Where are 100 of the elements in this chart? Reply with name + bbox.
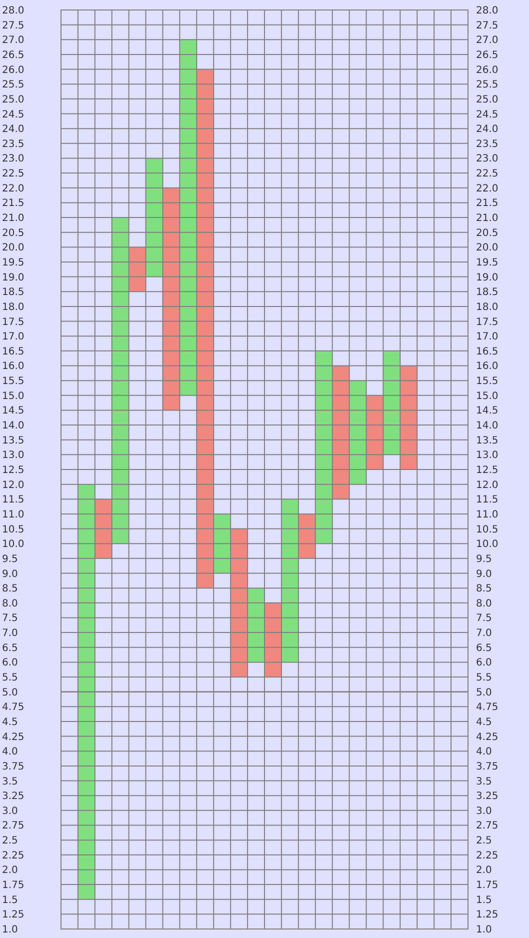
y-tick-label: 26.0	[2, 64, 24, 76]
y2-tick-label: 14.5	[476, 406, 498, 417]
y2-tick-label: 18.0	[476, 302, 498, 313]
y-tick-label: 7.5	[2, 613, 18, 624]
y2-tick-label: 25.5	[476, 80, 498, 91]
y2-tick-label: 20.5	[476, 228, 498, 239]
y-tick-label: 15.0	[2, 390, 24, 402]
y2-tick-label: 21.5	[476, 198, 498, 210]
y2-tick-label: 19.5	[476, 257, 498, 268]
y-tick-label: 27.0	[2, 35, 24, 46]
y-tick-label: 19.0	[2, 272, 24, 284]
y-tick-label: 6.5	[2, 642, 18, 654]
y-tick-label: 3.25	[2, 791, 24, 802]
y-tick-label: 21.0	[2, 213, 24, 224]
y-tick-label: 9.5	[2, 554, 18, 565]
y-tick-label: 5.5	[2, 672, 18, 684]
y-tick-label: 8.5	[2, 584, 18, 595]
y2-tick-label: 12.0	[476, 480, 498, 491]
y2-tick-label: 14.0	[476, 420, 498, 432]
y-tick-label: 22.5	[2, 168, 24, 180]
y2-tick-label: 4.5	[476, 716, 492, 728]
y2-tick-label: 3.25	[476, 791, 498, 802]
y2-tick-label: 3.5	[476, 776, 492, 788]
y2-tick-label: 26.5	[476, 50, 498, 61]
y-tick-label: 21.5	[2, 198, 24, 210]
y-tick-label: 3.0	[2, 806, 18, 817]
y-tick-label: 25.0	[2, 94, 24, 106]
y2-tick-label: 24.5	[476, 109, 498, 120]
y-tick-label: 26.5	[2, 50, 24, 61]
y-tick-label: 28.0	[2, 6, 24, 16]
y2-tick-label: 1.0	[476, 924, 492, 936]
y-tick-label: 17.5	[2, 316, 24, 328]
y-tick-label: 4.25	[2, 732, 24, 743]
y2-tick-label: 8.0	[476, 598, 492, 610]
y-tick-label: 2.25	[2, 850, 24, 862]
y-tick-label: 18.0	[2, 302, 24, 313]
y-tick-label: 9.0	[2, 568, 18, 580]
y-tick-label: 17.0	[2, 332, 24, 343]
y-tick-label: 2.75	[2, 820, 24, 832]
y2-tick-label: 10.5	[476, 524, 498, 536]
y-tick-label: 11.5	[2, 494, 24, 506]
y-tick-label: 23.0	[2, 154, 24, 165]
y2-tick-label: 4.75	[476, 702, 498, 714]
y2-tick-label: 18.5	[476, 287, 498, 298]
y2-tick-label: 22.0	[476, 183, 498, 194]
y-tick-label: 10.0	[2, 539, 24, 550]
y2-tick-label: 3.0	[476, 806, 492, 817]
y2-tick-label: 24.0	[476, 124, 498, 136]
y-tick-label: 13.0	[2, 450, 24, 462]
y-tick-label: 12.5	[2, 465, 24, 476]
y2-tick-label: 6.5	[476, 642, 492, 654]
y2-tick-label: 13.5	[476, 435, 498, 446]
y-tick-label: 16.5	[2, 346, 24, 358]
y-tick-label: 4.75	[2, 702, 24, 714]
y-tick-label: 24.5	[2, 109, 24, 120]
y2-tick-label: 27.5	[476, 20, 498, 32]
y2-tick-label: 1.25	[476, 910, 498, 921]
y2-tick-label: 15.5	[476, 376, 498, 388]
y2-tick-label: 16.5	[476, 346, 498, 358]
y2-tick-label: 15.0	[476, 390, 498, 402]
y-tick-label: 8.0	[2, 598, 18, 610]
y-tick-label: 10.5	[2, 524, 24, 536]
y2-tick-label: 9.0	[476, 568, 492, 580]
y2-tick-label: 21.0	[476, 213, 498, 224]
y-tick-label: 22.0	[2, 183, 24, 194]
y-tick-label: 15.5	[2, 376, 24, 388]
y2-tick-label: 7.0	[476, 628, 492, 640]
y-tick-label: 1.0	[2, 924, 18, 936]
y2-tick-label: 22.5	[476, 168, 498, 180]
y2-tick-label: 28.0	[476, 6, 498, 16]
y2-tick-label: 25.0	[476, 94, 498, 106]
y-tick-label: 19.5	[2, 257, 24, 268]
y2-tick-label: 27.0	[476, 35, 498, 46]
y2-tick-label: 13.0	[476, 450, 498, 462]
y-tick-label: 12.0	[2, 480, 24, 491]
y-tick-label: 3.5	[2, 776, 18, 788]
y2-tick-label: 4.25	[476, 732, 498, 743]
y2-tick-label: 7.5	[476, 613, 492, 624]
y2-tick-label: 12.5	[476, 465, 498, 476]
y-tick-label: 24.0	[2, 124, 24, 136]
y-tick-label: 1.25	[2, 910, 24, 921]
y2-tick-label: 17.5	[476, 316, 498, 328]
y2-tick-label: 23.0	[476, 154, 498, 165]
y-tick-label: 13.5	[2, 435, 24, 446]
y2-tick-label: 26.0	[476, 64, 498, 76]
y-tick-label: 11.0	[2, 509, 24, 520]
y-tick-label: 25.5	[2, 80, 24, 91]
y-tick-label: 4.0	[2, 746, 18, 758]
y2-tick-label: 2.75	[476, 820, 498, 832]
y2-tick-label: 8.5	[476, 584, 492, 595]
y-tick-label: 27.5	[2, 20, 24, 32]
y2-tick-label: 16.0	[476, 361, 498, 372]
y2-tick-label: 23.5	[476, 138, 498, 150]
y2-tick-label: 3.75	[476, 761, 498, 772]
y2-tick-label: 1.75	[476, 880, 498, 892]
y-tick-label: 2.5	[2, 836, 18, 847]
y2-tick-label: 6.0	[476, 658, 492, 669]
y2-tick-label: 19.0	[476, 272, 498, 284]
y-tick-label: 23.5	[2, 138, 24, 150]
y2-tick-label: 10.0	[476, 539, 498, 550]
